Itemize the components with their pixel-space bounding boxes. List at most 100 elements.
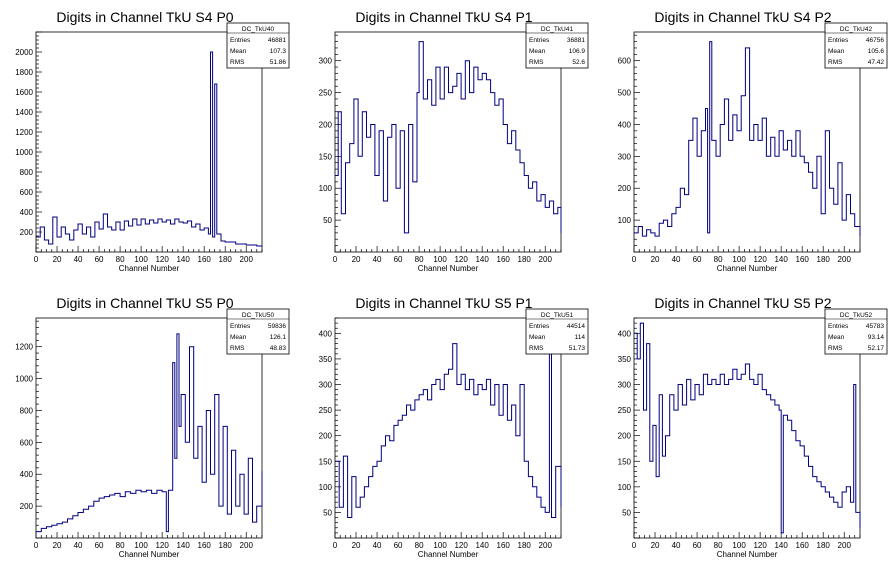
- histogram-svg: Digits in Channel TkU S5 P0 0 20 40 60 80 100 1…: [15, 295, 290, 559]
- x-tick-label: 0: [632, 541, 637, 550]
- y-tick-label: 150: [618, 457, 632, 466]
- y-tick-label: 2000: [15, 48, 33, 57]
- stats-value-entries: 46756: [866, 37, 884, 44]
- x-tick-label: 80: [116, 541, 125, 550]
- x-tick-label: 100: [433, 541, 447, 550]
- x-tick-label: 140: [774, 255, 788, 264]
- x-tick-label: 60: [95, 255, 104, 264]
- x-tick-label: 40: [74, 255, 83, 264]
- x-tick-label: 120: [155, 255, 169, 264]
- stats-box-frame: [525, 22, 589, 69]
- x-tick-label: 160: [198, 255, 212, 264]
- x-tick-label: 80: [714, 255, 723, 264]
- x-axis-title: Channel Number: [119, 550, 180, 559]
- y-tick-label: 100: [319, 184, 333, 193]
- stats-histogram-name: DC_TkU41: [541, 26, 574, 33]
- x-tick-label: 40: [373, 541, 382, 550]
- histogram-panel-5: Digits in Channel TkU S5 P2 0 20 40 60 80 100 1…: [598, 286, 896, 572]
- y-tick-label: 800: [20, 406, 34, 415]
- x-tick-label: 140: [176, 541, 190, 550]
- y-tick-label: 150: [319, 152, 333, 161]
- x-tick-label: 140: [475, 541, 489, 550]
- x-tick-label: 180: [518, 541, 532, 550]
- stats-box: DC_TkU50 Entries 59836 Mean 126.1 RMS 48.83: [226, 308, 290, 355]
- x-tick-label: 0: [34, 255, 39, 264]
- y-tick-label: 400: [20, 470, 34, 479]
- plot-frame: [633, 31, 861, 253]
- stats-label-entries: Entries: [529, 37, 550, 44]
- stats-label-rms: RMS: [529, 345, 544, 352]
- stats-label-mean: Mean: [230, 48, 247, 55]
- stats-value-rms: 47.42: [868, 59, 885, 66]
- stats-histogram-name: DC_TkU51: [541, 312, 574, 319]
- histogram-line: [634, 322, 861, 534]
- x-tick-label: 200: [838, 541, 852, 550]
- stats-value-mean: 105.6: [868, 48, 885, 55]
- x-axis-title: Channel Number: [119, 264, 180, 273]
- x-tick-label: 200: [240, 255, 254, 264]
- x-tick-label: 20: [352, 255, 361, 264]
- stats-value-entries: 46881: [268, 37, 286, 44]
- x-tick-label: 0: [632, 255, 637, 264]
- x-tick-label: 180: [817, 255, 831, 264]
- y-tick-label: 1200: [15, 343, 33, 352]
- stats-box: DC_TkU41 Entries 36881 Mean 106.9 RMS 52.6: [525, 22, 589, 69]
- y-tick-label: 100: [618, 216, 632, 225]
- stats-box-frame: [525, 308, 589, 355]
- chart-title: Digits in Channel TkU S5 P0: [56, 295, 233, 311]
- stats-label-entries: Entries: [230, 37, 251, 44]
- stats-value-entries: 45783: [866, 323, 884, 330]
- plot-frame: [334, 31, 562, 253]
- y-tick-label: 1000: [15, 375, 33, 384]
- y-tick-label: 300: [618, 381, 632, 390]
- x-tick-label: 120: [454, 541, 468, 550]
- y-tick-label: 200: [319, 432, 333, 441]
- stats-value-rms: 52.17: [868, 345, 885, 352]
- y-tick-label: 400: [618, 120, 632, 129]
- x-axis-title: Channel Number: [717, 550, 778, 559]
- stats-box: DC_TkU52 Entries 45783 Mean 93.14 RMS 52.17: [824, 308, 888, 355]
- x-tick-label: 20: [352, 541, 361, 550]
- x-tick-label: 140: [774, 541, 788, 550]
- y-tick-label: 500: [618, 89, 632, 98]
- x-tick-label: 160: [497, 541, 511, 550]
- histogram-panel-2: Digits in Channel TkU S4 P2 0 20 40 60 80 100 1…: [598, 0, 896, 286]
- histogram-panel-4: Digits in Channel TkU S5 P1 0 20 40 60 80 100 1…: [299, 286, 597, 572]
- y-tick-label: 300: [319, 57, 333, 66]
- stats-histogram-name: DC_TkU42: [840, 26, 873, 33]
- x-tick-label: 40: [373, 255, 382, 264]
- stats-label-entries: Entries: [828, 37, 849, 44]
- histogram-svg: Digits in Channel TkU S5 P1 0 20 40 60 80 100 1…: [319, 295, 589, 559]
- chart-title: Digits in Channel TkU S4 P1: [355, 9, 532, 25]
- stats-label-rms: RMS: [230, 59, 245, 66]
- x-tick-label: 180: [518, 255, 532, 264]
- chart-title: Digits in Channel TkU S5 P1: [355, 295, 532, 311]
- x-tick-label: 0: [34, 541, 39, 550]
- stats-value-mean: 126.1: [270, 334, 287, 341]
- stats-box-frame: [824, 308, 888, 355]
- stats-value-rms: 48.83: [270, 345, 287, 352]
- y-tick-label: 1000: [15, 148, 33, 157]
- stats-histogram-name: DC_TkU52: [840, 312, 873, 319]
- x-tick-label: 100: [134, 541, 148, 550]
- histogram-svg: Digits in Channel TkU S4 P1 0 20 40 60 80 100 1…: [319, 9, 589, 273]
- histogram-line: [634, 41, 861, 237]
- plot-frame: [35, 317, 263, 539]
- x-tick-label: 180: [817, 541, 831, 550]
- x-tick-label: 60: [693, 255, 702, 264]
- x-tick-label: 100: [433, 255, 447, 264]
- x-tick-label: 20: [53, 541, 62, 550]
- histogram-panel-3: Digits in Channel TkU S5 P0 0 20 40 60 80 100 1…: [0, 286, 298, 572]
- stats-label-mean: Mean: [828, 334, 845, 341]
- stats-value-mean: 93.14: [868, 334, 885, 341]
- stats-label-mean: Mean: [529, 334, 546, 341]
- y-tick-label: 800: [20, 168, 34, 177]
- stats-value-mean: 114: [575, 334, 586, 341]
- y-tick-label: 150: [319, 457, 333, 466]
- y-tick-label: 300: [618, 152, 632, 161]
- stats-value-entries: 59836: [268, 323, 286, 330]
- x-tick-label: 160: [198, 541, 212, 550]
- x-tick-label: 120: [753, 541, 767, 550]
- stats-label-entries: Entries: [230, 323, 251, 330]
- stats-histogram-name: DC_TkU40: [242, 26, 275, 33]
